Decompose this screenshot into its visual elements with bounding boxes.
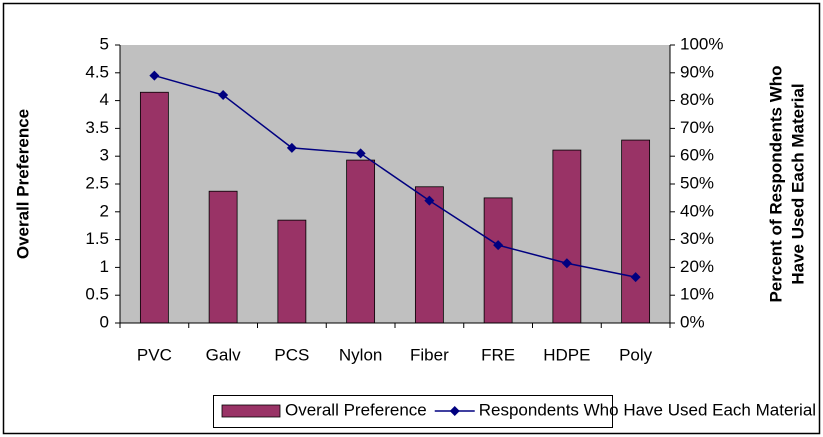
y-tick-label: 3.5 <box>85 118 109 137</box>
y-axis-title: Overall Preference <box>13 109 32 259</box>
x-tick-label: PCS <box>274 345 309 364</box>
x-tick-label: Nylon <box>339 345 382 364</box>
y2-tick-label: 0% <box>680 312 705 331</box>
marker <box>218 90 229 101</box>
marker <box>286 142 297 153</box>
x-tick-label: FRE <box>481 345 515 364</box>
marker <box>493 240 504 251</box>
y-tick-label: 5 <box>100 34 109 53</box>
y2-tick-label: 60% <box>680 146 714 165</box>
y2-tick-label: 10% <box>680 285 714 304</box>
y-tick-label: 2.5 <box>85 173 109 192</box>
y2-tick-label: 100% <box>680 34 723 53</box>
bar <box>277 219 307 324</box>
bar <box>208 190 238 324</box>
y-tick-label: 1 <box>100 257 109 276</box>
marker <box>149 70 160 81</box>
bar <box>621 139 651 324</box>
y2-axis-title: Percent of Respondents Who <box>766 65 785 302</box>
bar <box>552 149 582 324</box>
y-tick-label: 1.5 <box>85 229 109 248</box>
line <box>154 74 636 278</box>
bar <box>139 91 169 324</box>
marker <box>355 148 366 159</box>
y-tick-label: 0 <box>100 312 109 331</box>
marker <box>630 272 641 283</box>
y2-tick-label: 40% <box>680 201 714 220</box>
x-tick-label: HDPE <box>543 345 590 364</box>
y2-tick-label: 90% <box>680 62 714 81</box>
bar <box>483 197 513 324</box>
y2-tick-label: 80% <box>680 90 714 109</box>
legend-label: Respondents Who Have Used Each Material <box>479 400 816 419</box>
marker <box>561 258 572 269</box>
legend-swatch <box>221 404 281 418</box>
legend-label: Overall Preference <box>285 400 427 419</box>
bar <box>346 159 376 324</box>
legend-marker <box>449 406 460 416</box>
y2-axis-title: Have Used Each Material <box>788 83 807 284</box>
y-tick-label: 2 <box>100 201 109 220</box>
y2-tick-label: 20% <box>680 257 714 276</box>
y-tick-label: 4 <box>100 90 109 109</box>
y-tick-label: 4.5 <box>85 62 109 81</box>
plot-area <box>120 45 670 323</box>
x-tick-label: Galv <box>206 345 241 364</box>
x-tick-label: PVC <box>137 345 172 364</box>
y2-tick-label: 70% <box>680 118 714 137</box>
y2-tick-label: 30% <box>680 229 714 248</box>
x-tick-label: Fiber <box>410 345 449 364</box>
marker <box>424 195 435 206</box>
x-tick-label: Poly <box>619 345 653 364</box>
y-tick-label: 0.5 <box>85 285 109 304</box>
y2-tick-label: 50% <box>680 173 714 192</box>
y-tick-label: 3 <box>100 146 109 165</box>
